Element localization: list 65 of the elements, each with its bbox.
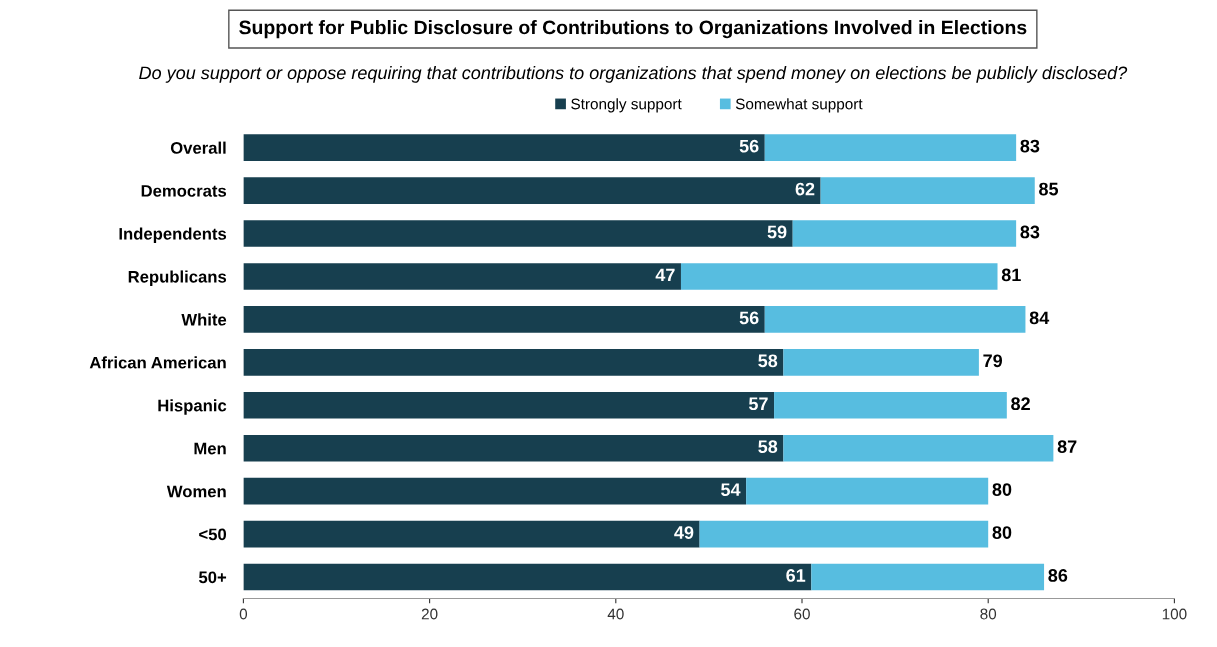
- legend-label: Somewhat support: [735, 98, 863, 113]
- data-label: 58: [758, 440, 778, 454]
- bar: [243, 263, 681, 290]
- bar: [764, 134, 1017, 161]
- total-label: 84: [1029, 311, 1050, 325]
- x-tick-label: 20: [421, 608, 438, 620]
- y-tick-label: Independents: [119, 227, 227, 244]
- bar: [783, 349, 979, 376]
- y-tick-label: Democrats: [141, 185, 227, 197]
- y-tick-label: 50+: [198, 571, 227, 584]
- bar: [746, 477, 989, 505]
- data-label: 56: [739, 139, 759, 153]
- total-label: 87: [1057, 440, 1077, 454]
- data-label: 47: [655, 268, 675, 282]
- bar: [774, 391, 1007, 419]
- y-tick-label: Republicans: [128, 270, 227, 286]
- data-label: 62: [795, 182, 815, 196]
- data-label: 54: [721, 483, 741, 496]
- bar: [243, 563, 812, 591]
- y-tick-label: Overall: [170, 141, 226, 154]
- y-tick-label: Men: [194, 442, 226, 455]
- bar: [243, 220, 793, 247]
- total-label: 79: [983, 354, 1003, 368]
- chart-subtitle: Do you support or oppose requiring that contributions to organizations that spend money on elections be publicly disclosed?: [139, 65, 1128, 83]
- data-label: 56: [739, 311, 759, 325]
- bar: [820, 177, 1035, 204]
- total-label: 83: [1020, 225, 1040, 239]
- bar: [783, 434, 1054, 462]
- x-tick-label: 40: [607, 608, 624, 620]
- bar: [811, 563, 1045, 591]
- bar: [680, 263, 998, 290]
- total-label: 82: [1011, 397, 1030, 411]
- x-tick-label: 0: [239, 608, 248, 620]
- x-tick-label: 80: [980, 608, 997, 620]
- bar: [243, 477, 747, 505]
- total-label: 80: [992, 526, 1012, 539]
- total-label: 81: [1001, 268, 1021, 282]
- bar: [764, 306, 1026, 333]
- total-label: 85: [1039, 182, 1059, 196]
- data-label: 59: [767, 225, 787, 239]
- bar: [243, 520, 700, 548]
- y-tick-label: Hispanic: [158, 399, 227, 415]
- total-label: 86: [1048, 569, 1068, 582]
- data-label: 58: [758, 354, 778, 368]
- bar: [243, 391, 775, 419]
- x-tick-label: 100: [1162, 608, 1187, 620]
- bar: [243, 434, 784, 462]
- x-tick-label: 60: [794, 608, 810, 620]
- bar: [699, 520, 989, 548]
- bar: [243, 349, 784, 376]
- y-tick-label: Women: [166, 485, 226, 498]
- bar: [792, 220, 1017, 247]
- data-label: 61: [786, 569, 806, 582]
- data-label: 57: [748, 397, 768, 411]
- bar: [243, 306, 765, 333]
- y-tick-label: African American: [89, 356, 226, 369]
- y-tick-label: White: [181, 313, 227, 326]
- data-label: 49: [674, 526, 694, 539]
- y-tick-label: <50: [199, 528, 227, 541]
- bar: [243, 177, 821, 204]
- legend-label: Strongly support: [571, 98, 682, 113]
- total-label: 80: [992, 483, 1012, 496]
- total-label: 83: [1020, 139, 1040, 153]
- bar: [243, 134, 765, 161]
- chart-title: Support for Public Disclosure of Contributions to Organizations Involved in Elections: [239, 20, 1027, 39]
